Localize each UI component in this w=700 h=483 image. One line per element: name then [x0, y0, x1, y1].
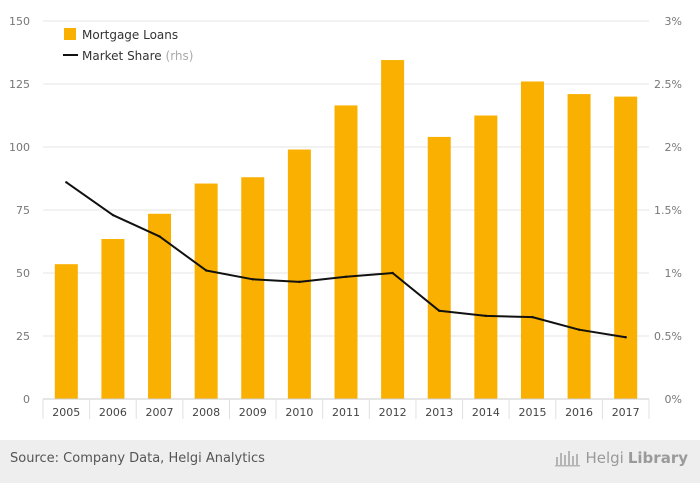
bar-2016 — [567, 94, 591, 399]
y-tick-label-right: 1.5% — [654, 204, 682, 217]
legend-label-market-share: Market Share (rhs) — [82, 49, 193, 63]
x-tick-label: 2015 — [518, 406, 546, 419]
brand-text-bold: Library — [627, 449, 688, 467]
bar-2009 — [241, 177, 265, 399]
axis-layer: 0 0% 25 0.5% 50 1% 75 1.5% 100 2% 125 2.5% 150 3% 2005… — [9, 15, 682, 419]
market-share-point-2005 — [65, 181, 68, 184]
y-tick-label-right: 0.5% — [654, 330, 682, 343]
legend-label-market-share-text: Market Share — [82, 49, 162, 63]
legend-label-market-share-suffix: (rhs) — [166, 49, 194, 63]
x-tick-label: 2008 — [192, 406, 220, 419]
helgi-library-logo-icon — [555, 451, 581, 467]
x-tick-label: 2012 — [379, 406, 407, 419]
market-share-point-2011 — [344, 275, 348, 278]
market-share-point-2007 — [158, 235, 161, 238]
market-share-point-2012 — [391, 271, 394, 275]
bar-2014 — [474, 115, 498, 399]
legend-swatch-mortgage-loans — [64, 28, 76, 40]
market-share-point-2006 — [111, 213, 115, 217]
bar-2006 — [101, 238, 125, 399]
bar-2005 — [54, 264, 78, 399]
market-share-point-2010 — [298, 280, 301, 284]
chart-area: 0 0% 25 0.5% 50 1% 75 1.5% 100 2% 125 2.5% 150 3% 2005… — [9, 15, 682, 419]
bar-2008 — [194, 183, 218, 399]
y-tick-label-right: 0% — [665, 393, 682, 406]
y-tick-label-right: 2.5% — [654, 78, 682, 91]
market-share-point-2015 — [531, 315, 534, 319]
chart-svg: 0 0% 25 0.5% 50 1% 75 1.5% 100 2% 125 2.5% 150 3% 2005… — [9, 15, 682, 419]
bar-2015 — [520, 81, 544, 399]
x-tick-label: 2009 — [239, 406, 267, 419]
x-tick-label: 2006 — [99, 406, 127, 419]
x-tick-label: 2014 — [472, 406, 500, 419]
bar-2011 — [334, 105, 358, 400]
y-tick-label-left: 0 — [23, 393, 30, 406]
legend: Mortgage Loans Market Share (rhs) — [63, 28, 193, 63]
brand-text-light: Helgi — [585, 449, 624, 467]
line-layer — [65, 181, 627, 339]
source-note: Source: Company Data, Helgi Analytics — [10, 451, 265, 466]
x-tick-label: 2011 — [332, 406, 360, 419]
bar-2012 — [381, 60, 405, 400]
footer: Source: Company Data, Helgi Analytics He… — [0, 440, 700, 483]
x-tick-label: 2016 — [565, 406, 593, 419]
market-share-point-2014 — [484, 314, 488, 318]
y-tick-label-right: 3% — [665, 15, 682, 28]
y-tick-label-left: 100 — [9, 141, 30, 154]
x-tick-label: 2005 — [52, 406, 80, 419]
y-tick-label-left: 50 — [16, 267, 30, 280]
y-tick-label-left: 25 — [16, 330, 30, 343]
market-share-point-2008 — [204, 269, 208, 272]
bar-2013 — [427, 136, 451, 400]
y-tick-label-left: 125 — [9, 78, 30, 91]
brand-logo: Helgi Library — [555, 449, 688, 467]
x-tick-label: 2007 — [146, 406, 174, 419]
market-share-point-2013 — [438, 309, 441, 312]
bars-layer — [54, 60, 638, 400]
bar-2017 — [614, 96, 638, 399]
bar-2010 — [287, 149, 311, 399]
x-tick-label: 2017 — [612, 406, 640, 419]
market-share-point-2016 — [577, 328, 581, 331]
market-share-point-2017 — [624, 336, 627, 339]
x-tick-label: 2013 — [425, 406, 453, 419]
y-tick-label-right: 2% — [665, 141, 682, 154]
bar-2007 — [148, 213, 172, 399]
market-share-point-2009 — [251, 278, 254, 281]
y-tick-label-left: 150 — [9, 15, 30, 28]
x-tick-label: 2010 — [285, 406, 313, 419]
legend-label-mortgage-loans: Mortgage Loans — [82, 28, 178, 42]
y-tick-label-left: 75 — [16, 204, 30, 217]
y-tick-label-right: 1% — [665, 267, 682, 280]
